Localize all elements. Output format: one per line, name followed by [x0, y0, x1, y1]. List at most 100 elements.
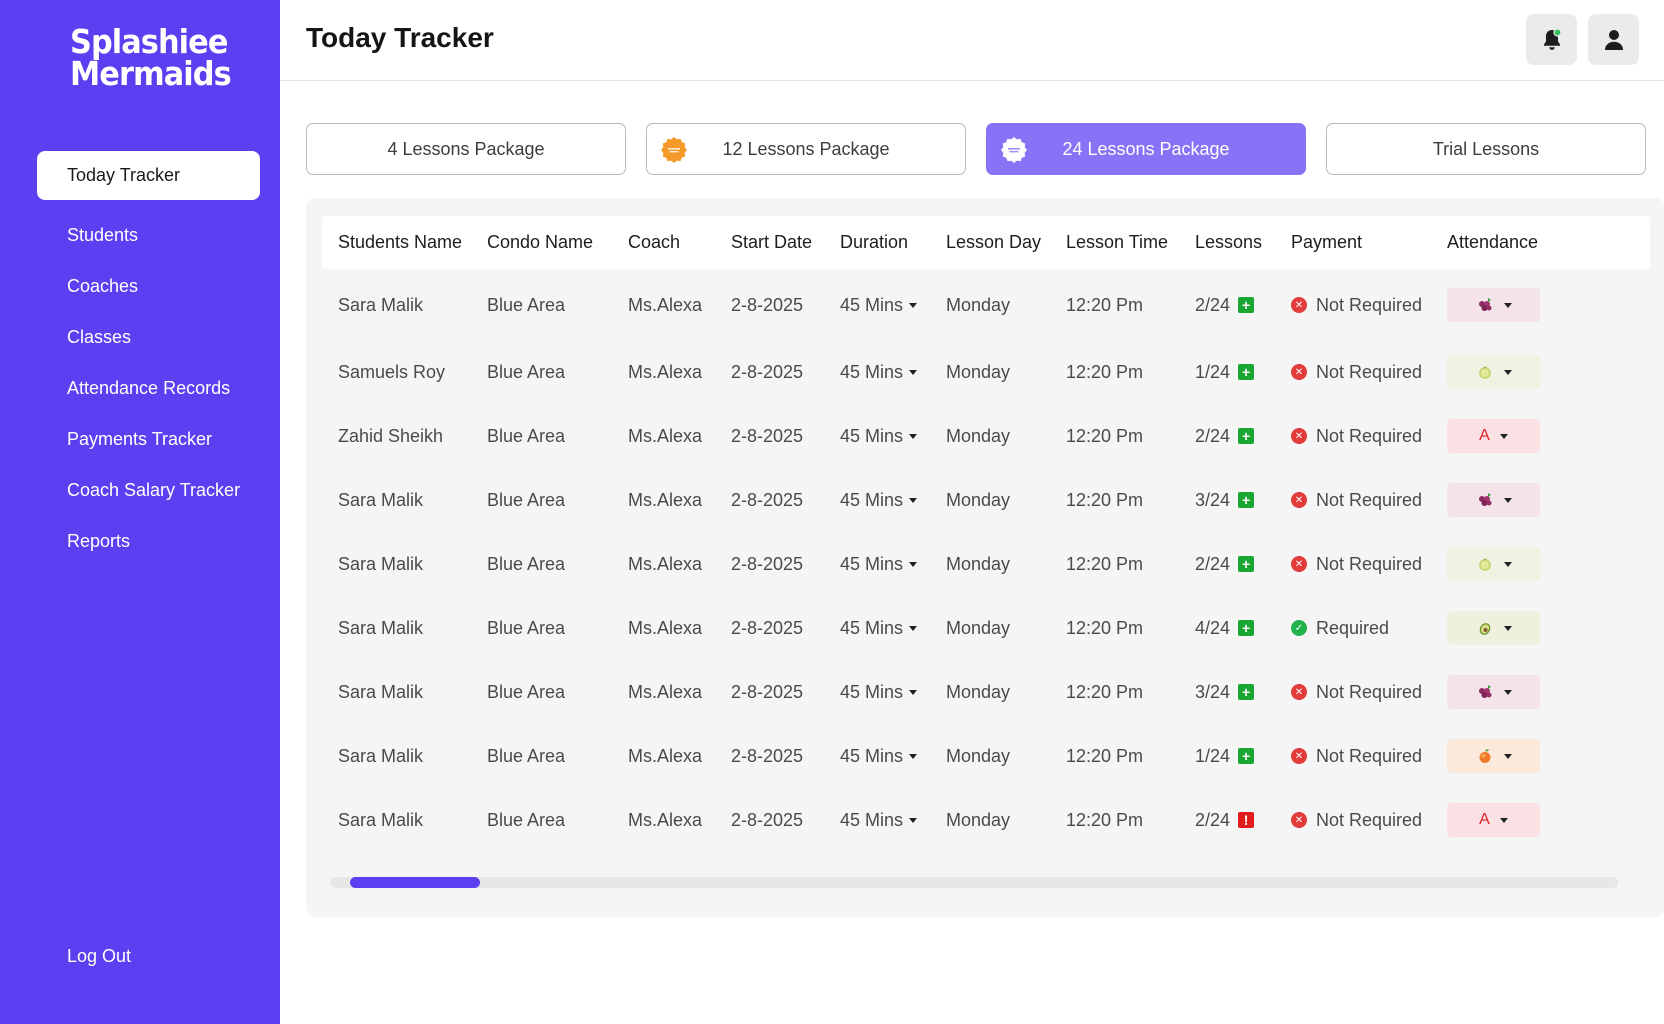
- chevron-down-icon: [909, 625, 918, 631]
- lesson-day-cell: Monday: [946, 617, 1011, 638]
- duration-dropdown[interactable]: 45 Mins: [840, 724, 918, 788]
- payment-label: Not Required: [1316, 809, 1423, 830]
- sidebar-item-coaches[interactable]: Coaches: [67, 276, 139, 296]
- chevron-down-icon: [909, 433, 918, 439]
- table-header: Students Name Condo Name Coach Start Date Du…: [322, 216, 1650, 269]
- lessons-cell: 2/24 +: [1195, 270, 1255, 340]
- attendance-dropdown[interactable]: [1447, 675, 1540, 709]
- add-lesson-icon[interactable]: +: [1238, 364, 1255, 380]
- brand-logo: Splashiee Mermaids: [70, 25, 232, 90]
- sidebar-item-today-tracker[interactable]: Today Tracker: [37, 151, 260, 200]
- add-lesson-icon[interactable]: +: [1238, 297, 1255, 313]
- table-row: Sara Malik Blue Area Ms.Alexa 2-8-2025 45 Mi…: [322, 270, 1650, 340]
- column-header-lessons[interactable]: Lessons: [1195, 232, 1263, 252]
- attendance-dropdown[interactable]: [1447, 547, 1540, 581]
- column-header-start-date[interactable]: Start Date: [731, 232, 813, 252]
- duration-value: 45 Mins: [840, 745, 904, 766]
- attendance-dropdown[interactable]: [1447, 288, 1540, 322]
- sidebar-item-classes[interactable]: Classes: [67, 327, 132, 347]
- add-lesson-icon[interactable]: +: [1238, 428, 1255, 444]
- payment-label: Not Required: [1316, 361, 1423, 382]
- column-header-lesson-day[interactable]: Lesson Day: [946, 232, 1042, 252]
- add-lesson-icon[interactable]: +: [1238, 492, 1255, 508]
- add-lesson-icon[interactable]: +: [1238, 748, 1255, 764]
- attendance-dropdown[interactable]: [1447, 739, 1540, 773]
- duration-dropdown[interactable]: 45 Mins: [840, 340, 918, 404]
- tab-label: Trial Lessons: [1432, 138, 1540, 159]
- lessons-count: 2/24: [1195, 553, 1231, 574]
- add-lesson-icon[interactable]: +: [1238, 620, 1255, 636]
- column-header-payment[interactable]: Payment: [1291, 232, 1363, 252]
- attendance-cell: [1447, 660, 1540, 724]
- add-lesson-icon[interactable]: +: [1238, 556, 1255, 572]
- lessons-cell: 4/24 +: [1195, 596, 1255, 660]
- sidebar-item-coach-salary-tracker[interactable]: Coach Salary Tracker: [67, 480, 241, 500]
- horizontal-scrollbar[interactable]: [330, 877, 1618, 888]
- duration-dropdown[interactable]: 45 Mins: [840, 596, 918, 660]
- column-header-students-name[interactable]: Students Name: [338, 232, 463, 252]
- table-row: Sara Malik Blue Area Ms.Alexa 2-8-2025 45 Mi…: [322, 468, 1650, 532]
- condo-name-cell: Blue Area: [487, 361, 566, 382]
- coach-cell: Ms.Alexa: [628, 361, 703, 382]
- payment-label: Not Required: [1316, 489, 1423, 510]
- scrollbar-thumb[interactable]: [350, 877, 480, 888]
- coach-cell: Ms.Alexa: [628, 425, 703, 446]
- tab-4-lessons-package[interactable]: 4 Lessons Package: [306, 123, 626, 175]
- lesson-day-cell: Monday: [946, 425, 1011, 446]
- duration-dropdown[interactable]: 45 Mins: [840, 404, 918, 468]
- attendance-dropdown[interactable]: [1447, 355, 1540, 389]
- add-lesson-icon[interactable]: +: [1238, 684, 1255, 700]
- table-row: Sara Malik Blue Area Ms.Alexa 2-8-2025 45 Mi…: [322, 724, 1650, 788]
- duration-value: 45 Mins: [840, 294, 904, 315]
- tab-trial-lessons[interactable]: Trial Lessons: [1326, 123, 1646, 175]
- lessons-cell: 2/24 +: [1195, 404, 1255, 468]
- chevron-down-icon: [1503, 561, 1512, 567]
- duration-dropdown[interactable]: 45 Mins: [840, 270, 918, 340]
- attendance-dropdown[interactable]: A: [1447, 803, 1540, 837]
- profile-button[interactable]: [1588, 14, 1639, 65]
- lessons-cell: 3/24 +: [1195, 660, 1255, 724]
- start-date-cell: 2-8-2025: [731, 489, 804, 510]
- chevron-down-icon: [909, 753, 918, 759]
- notifications-button[interactable]: [1526, 14, 1577, 65]
- payment-label: Not Required: [1316, 425, 1423, 446]
- page-title: Today Tracker: [306, 22, 494, 53]
- lesson-day-cell: Monday: [946, 489, 1011, 510]
- coach-cell: Ms.Alexa: [628, 681, 703, 702]
- attendance-dropdown[interactable]: [1447, 611, 1540, 645]
- attendance-dropdown[interactable]: [1447, 483, 1540, 517]
- column-header-condo-name[interactable]: Condo Name: [487, 232, 594, 252]
- sidebar-item-reports[interactable]: Reports: [67, 531, 131, 551]
- lessons-cell: 3/24 +: [1195, 468, 1255, 532]
- tab-24-lessons-package[interactable]: 24 Lessons Package: [986, 123, 1306, 175]
- x-circle-icon: ✕: [1291, 297, 1307, 313]
- tab-12-lessons-package[interactable]: 12 Lessons Package: [646, 123, 966, 175]
- column-header-coach[interactable]: Coach: [628, 232, 681, 252]
- student-name-cell: Sara Malik: [338, 681, 424, 702]
- attendance-cell: A: [1447, 404, 1540, 468]
- duration-dropdown[interactable]: 45 Mins: [840, 788, 918, 852]
- attendance-cell: [1447, 532, 1540, 596]
- duration-value: 45 Mins: [840, 809, 904, 830]
- duration-dropdown[interactable]: 45 Mins: [840, 468, 918, 532]
- sidebar-item-payments-tracker[interactable]: Payments Tracker: [67, 429, 213, 449]
- sidebar-item-students[interactable]: Students: [67, 225, 139, 245]
- attendance-dropdown[interactable]: A: [1447, 419, 1540, 453]
- tab-label: 4 Lessons Package: [387, 138, 545, 159]
- logout-link[interactable]: Log Out: [67, 946, 132, 966]
- duration-dropdown[interactable]: 45 Mins: [840, 660, 918, 724]
- column-header-duration[interactable]: Duration: [840, 232, 909, 252]
- coach-cell: Ms.Alexa: [628, 809, 703, 830]
- sidebar-item-attendance-records[interactable]: Attendance Records: [67, 378, 231, 398]
- duration-dropdown[interactable]: 45 Mins: [840, 532, 918, 596]
- absent-marker: A: [1479, 811, 1490, 828]
- alert-icon[interactable]: !: [1238, 812, 1255, 828]
- orange-burst-badge-icon: [661, 137, 687, 163]
- chevron-down-icon: [909, 369, 918, 375]
- column-header-lesson-time[interactable]: Lesson Time: [1066, 232, 1169, 252]
- chevron-down-icon: [909, 561, 918, 567]
- column-header-attendance[interactable]: Attendance: [1447, 232, 1539, 252]
- condo-name-cell: Blue Area: [487, 617, 566, 638]
- lesson-time-cell: 12:20 Pm: [1066, 809, 1144, 830]
